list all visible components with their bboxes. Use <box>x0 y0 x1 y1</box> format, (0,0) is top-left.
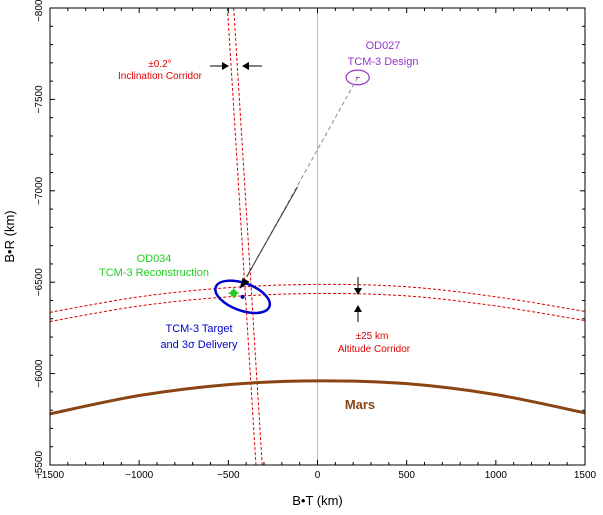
inclination-arrow-right-head <box>242 62 249 70</box>
altitude-corridor-label2: Altitude Corridor <box>338 344 411 355</box>
inclination-arrow-left-head <box>222 62 229 70</box>
mars-surface-curve <box>50 379 585 416</box>
mars-label: Mars <box>345 397 375 412</box>
altitude-arrow-top-head <box>354 288 362 295</box>
od027-connector-line <box>244 77 359 282</box>
y-tick-label: −8000 <box>34 0 45 22</box>
x-axis-label: B•T (km) <box>292 493 343 508</box>
x-tick-label: −500 <box>217 470 240 481</box>
inclination-corridor-left <box>226 8 257 465</box>
y-tick-label: −6000 <box>34 359 45 388</box>
od027-ellipse <box>345 69 370 86</box>
altitude-arrow-bottom-head <box>354 305 362 312</box>
od027-label2: TCM-3 Design <box>348 56 419 68</box>
altitude-corridor-label: ±25 km <box>356 331 389 342</box>
target-ellipse <box>214 279 272 315</box>
od034-label: OD034 <box>137 253 172 265</box>
x-tick-label: 1000 <box>485 470 508 481</box>
x-tick-label: 1500 <box>574 470 597 481</box>
x-tick-label: −1000 <box>125 470 154 481</box>
inclination-corridor-right <box>233 8 263 465</box>
inclination-corridor-label: ±0.2° <box>148 59 171 70</box>
x-tick-label: 500 <box>398 470 415 481</box>
od027-label: OD027 <box>366 40 401 52</box>
y-tick-label: −6500 <box>34 268 45 297</box>
plot-area <box>50 8 585 465</box>
y-tick-label: −5500 <box>34 451 45 480</box>
tcm3-delta-arrowhead <box>239 277 250 289</box>
altitude-corridor-lower <box>50 293 585 322</box>
inclination-corridor-label2: Inclination Corridor <box>118 71 203 82</box>
x-tick-label: −1500 <box>36 470 65 481</box>
target-label2: and 3σ Delivery <box>160 339 238 351</box>
od034-label2: TCM-3 Reconstruction <box>99 267 209 279</box>
y-tick-label: −7500 <box>34 85 45 114</box>
target-label: TCM-3 Target <box>165 323 232 335</box>
y-tick-label: −7000 <box>34 176 45 205</box>
y-axis-label: B•R (km) <box>2 210 17 262</box>
tcm3-delta-line <box>246 186 299 278</box>
altitude-corridor-upper <box>50 283 585 313</box>
x-tick-label: 0 <box>315 470 321 481</box>
target-center-point <box>240 294 245 299</box>
